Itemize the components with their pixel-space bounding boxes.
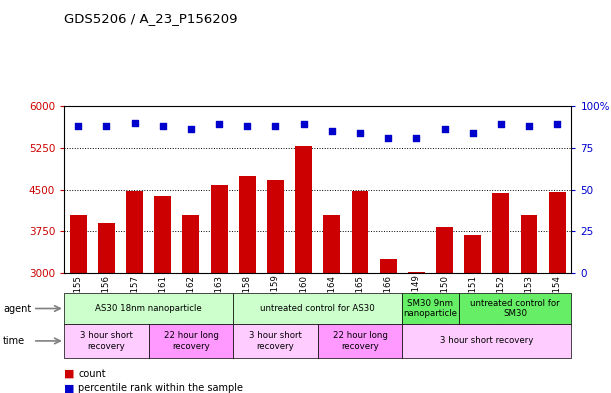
Bar bbox=[436, 228, 453, 393]
Text: ■: ■ bbox=[64, 369, 75, 379]
Point bbox=[186, 127, 196, 133]
Bar bbox=[70, 215, 87, 393]
Bar bbox=[155, 196, 171, 393]
Text: 3 hour short
recovery: 3 hour short recovery bbox=[249, 331, 302, 351]
Bar bbox=[211, 185, 227, 393]
Text: 22 hour long
recovery: 22 hour long recovery bbox=[164, 331, 218, 351]
Point bbox=[411, 135, 421, 141]
Bar bbox=[295, 146, 312, 393]
Point bbox=[496, 121, 506, 128]
Point bbox=[383, 135, 393, 141]
Point bbox=[327, 128, 337, 134]
Bar bbox=[267, 180, 284, 393]
Bar bbox=[323, 215, 340, 393]
Bar bbox=[126, 191, 143, 393]
Point bbox=[271, 123, 280, 129]
Bar bbox=[464, 235, 481, 393]
Point bbox=[299, 121, 309, 128]
Text: count: count bbox=[78, 369, 106, 379]
Text: GDS5206 / A_23_P156209: GDS5206 / A_23_P156209 bbox=[64, 12, 238, 25]
Point bbox=[440, 127, 450, 133]
Bar bbox=[521, 215, 538, 393]
Point bbox=[130, 119, 139, 126]
Point bbox=[73, 123, 83, 129]
Point bbox=[552, 121, 562, 128]
Text: agent: agent bbox=[3, 303, 31, 314]
Text: AS30 18nm nanoparticle: AS30 18nm nanoparticle bbox=[95, 304, 202, 313]
Point bbox=[355, 130, 365, 136]
Text: ■: ■ bbox=[64, 383, 75, 393]
Text: 3 hour short recovery: 3 hour short recovery bbox=[440, 336, 533, 345]
Point bbox=[158, 123, 167, 129]
Bar bbox=[492, 193, 510, 393]
Point bbox=[101, 123, 111, 129]
Text: SM30 9nm
nanoparticle: SM30 9nm nanoparticle bbox=[403, 299, 458, 318]
Text: time: time bbox=[3, 336, 25, 346]
Bar bbox=[408, 272, 425, 393]
Bar bbox=[351, 191, 368, 393]
Bar bbox=[239, 176, 256, 393]
Text: percentile rank within the sample: percentile rank within the sample bbox=[78, 383, 243, 393]
Point bbox=[524, 123, 534, 129]
Bar bbox=[98, 223, 115, 393]
Point bbox=[214, 121, 224, 128]
Bar bbox=[379, 259, 397, 393]
Bar bbox=[183, 215, 199, 393]
Text: untreated control for AS30: untreated control for AS30 bbox=[260, 304, 375, 313]
Bar bbox=[549, 192, 566, 393]
Text: untreated control for
SM30: untreated control for SM30 bbox=[470, 299, 560, 318]
Text: 3 hour short
recovery: 3 hour short recovery bbox=[80, 331, 133, 351]
Point bbox=[468, 130, 478, 136]
Point bbox=[243, 123, 252, 129]
Text: 22 hour long
recovery: 22 hour long recovery bbox=[332, 331, 387, 351]
